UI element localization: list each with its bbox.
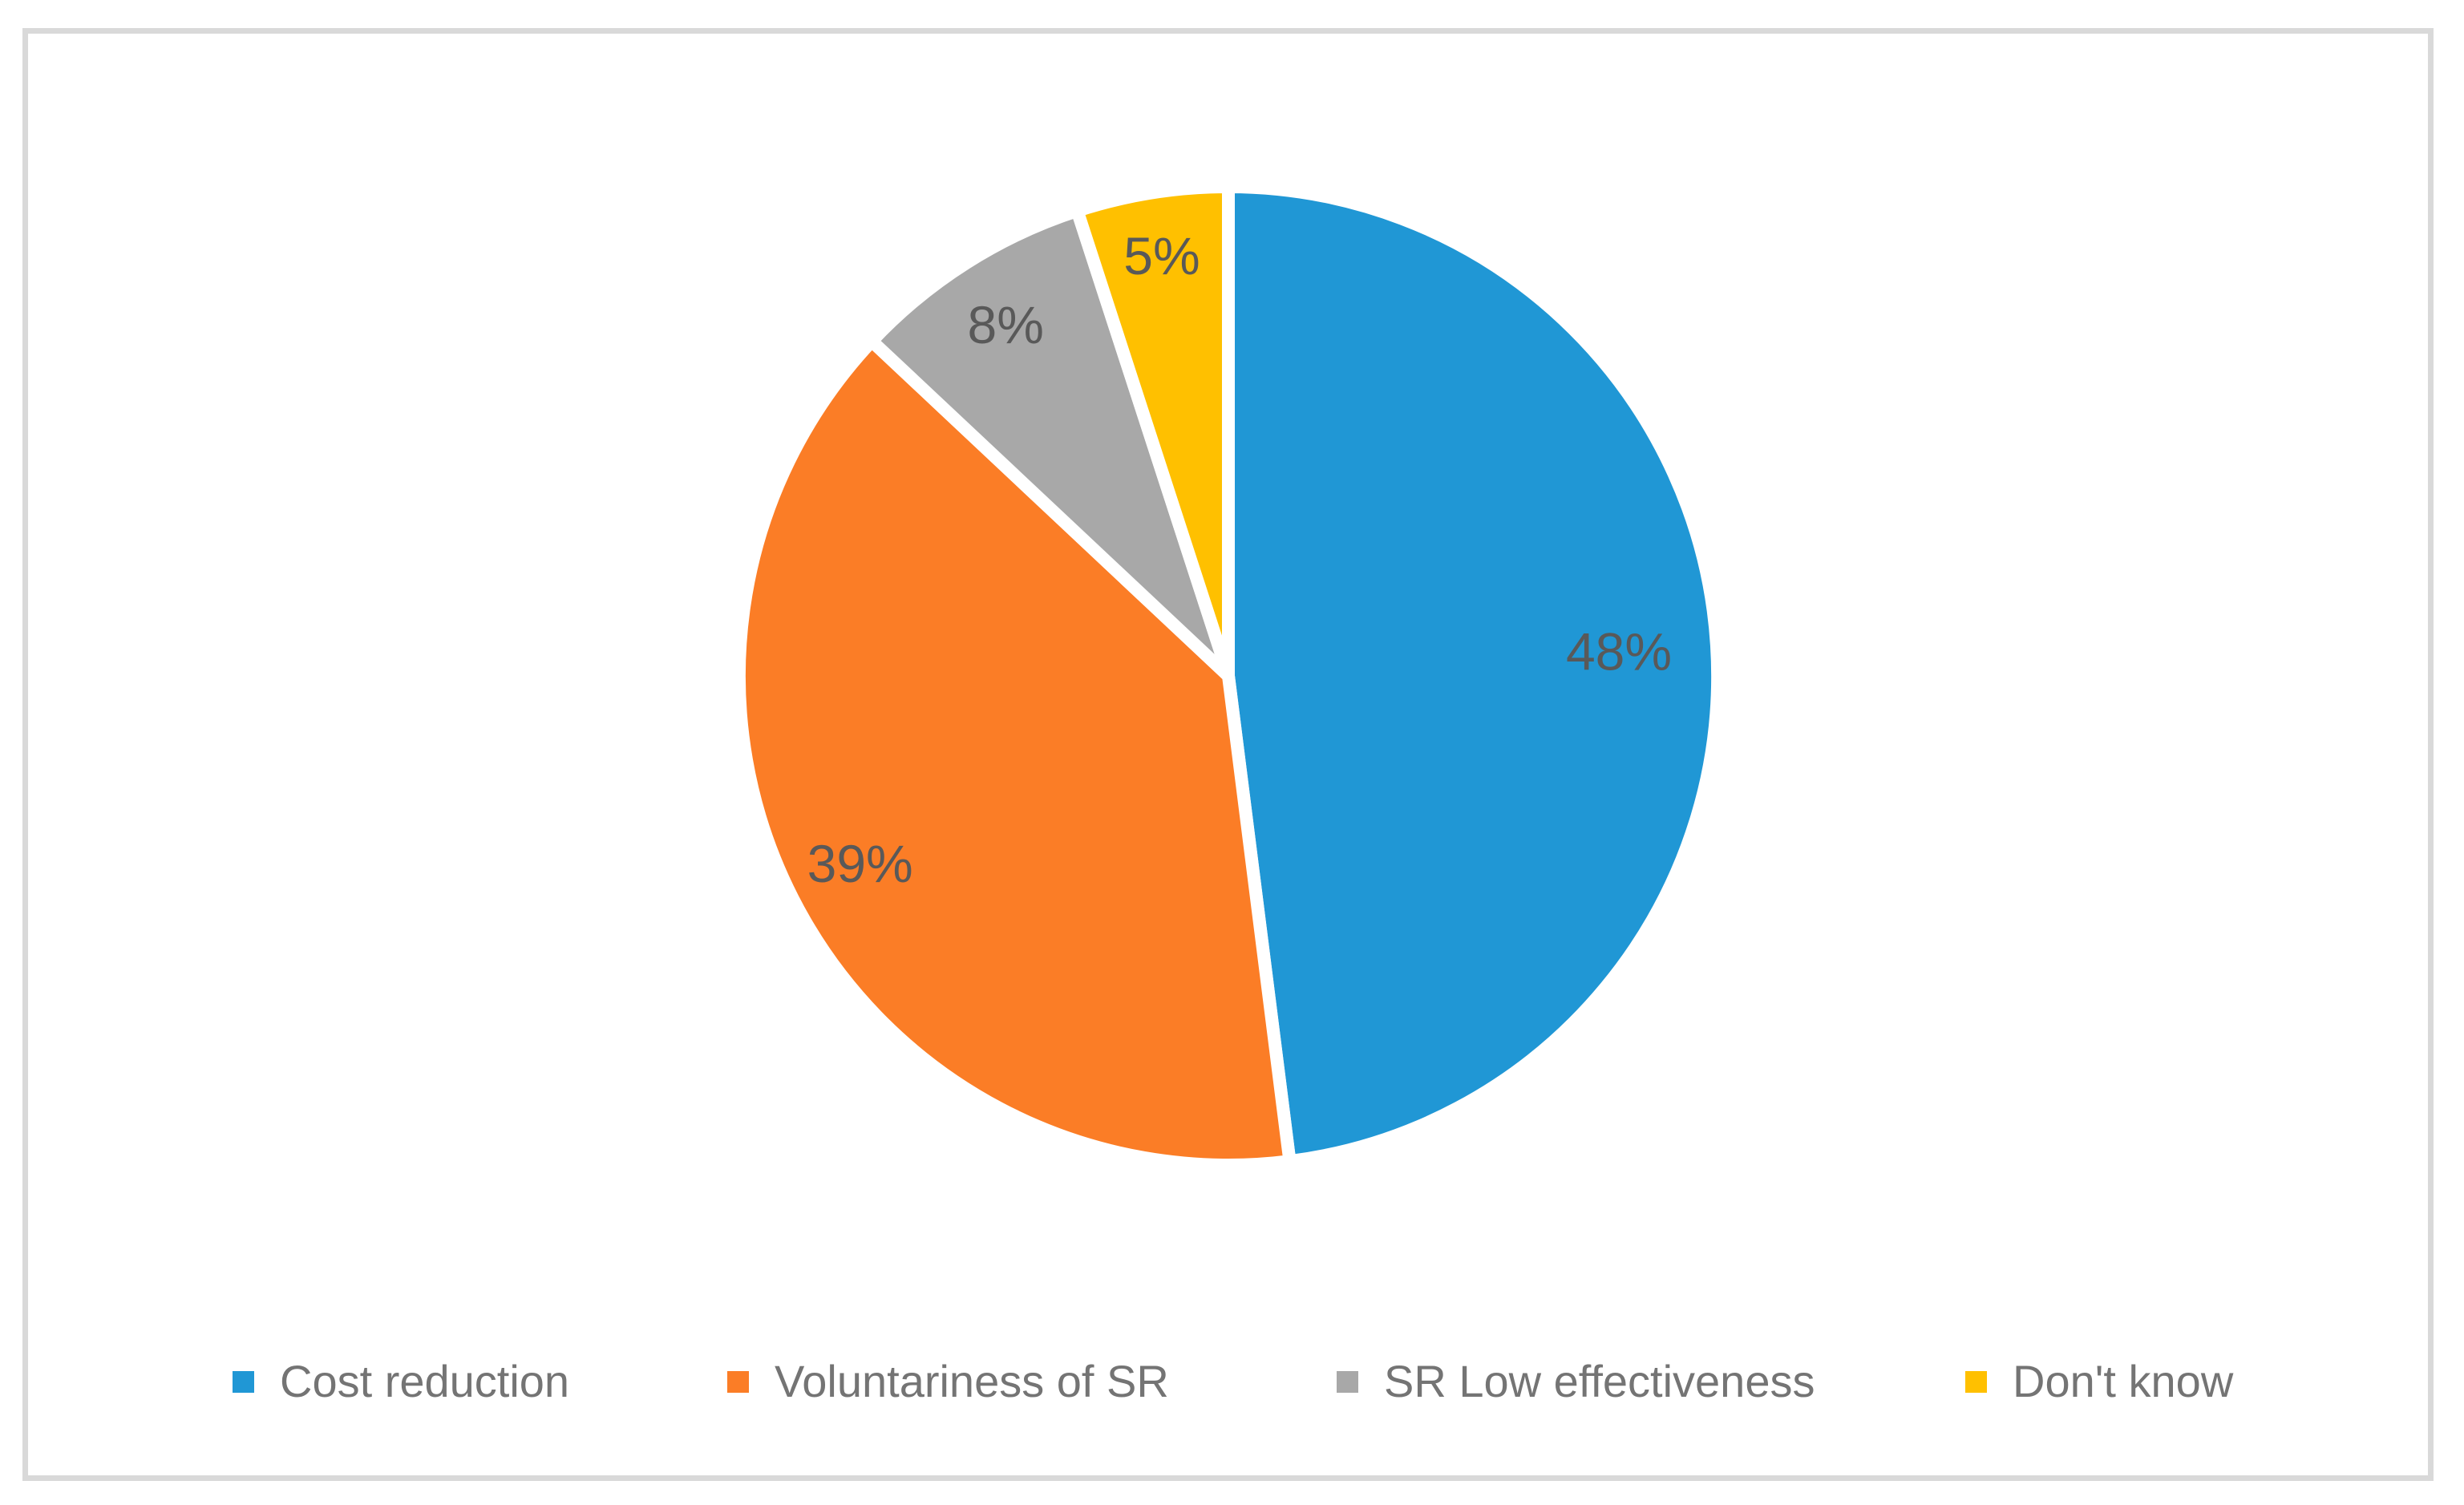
legend-item-1: Voluntariness of SR bbox=[727, 1358, 1169, 1405]
legend-label: Don't know bbox=[2013, 1356, 2234, 1406]
pie-data-label-2: 8% bbox=[968, 295, 1044, 354]
legend-marker-icon bbox=[1337, 1370, 1358, 1393]
legend-marker-icon bbox=[727, 1370, 749, 1393]
pie-data-label-3: 5% bbox=[1123, 226, 1200, 285]
legend-marker-icon bbox=[233, 1370, 254, 1393]
legend-item-3: Don't know bbox=[1965, 1358, 2233, 1405]
legend-label: Cost reduction bbox=[280, 1356, 570, 1406]
legend-label: SR Low effectiveness bbox=[1384, 1356, 1815, 1406]
legend-item-2: SR Low effectiveness bbox=[1337, 1358, 1815, 1405]
pie-slice-3 bbox=[1069, 180, 1235, 678]
pie-slice-1 bbox=[732, 332, 1297, 1172]
pie-slice-0 bbox=[1222, 180, 1725, 1169]
chart-legend: Cost reduction Voluntariness of SR SR Low … bbox=[0, 1358, 2464, 1406]
pie-slices bbox=[732, 180, 1725, 1172]
pie-data-label-1: 39% bbox=[807, 834, 913, 893]
legend-marker-icon bbox=[1965, 1370, 1987, 1393]
legend-label: Voluntariness of SR bbox=[775, 1356, 1169, 1406]
pie-slice-2 bbox=[862, 202, 1235, 681]
pie-data-label-0: 48% bbox=[1566, 621, 1672, 681]
figure-border bbox=[22, 28, 2434, 1481]
pie-data-labels: 48% 39% 8% 5% bbox=[807, 226, 1672, 893]
legend-item-0: Cost reduction bbox=[233, 1358, 569, 1405]
